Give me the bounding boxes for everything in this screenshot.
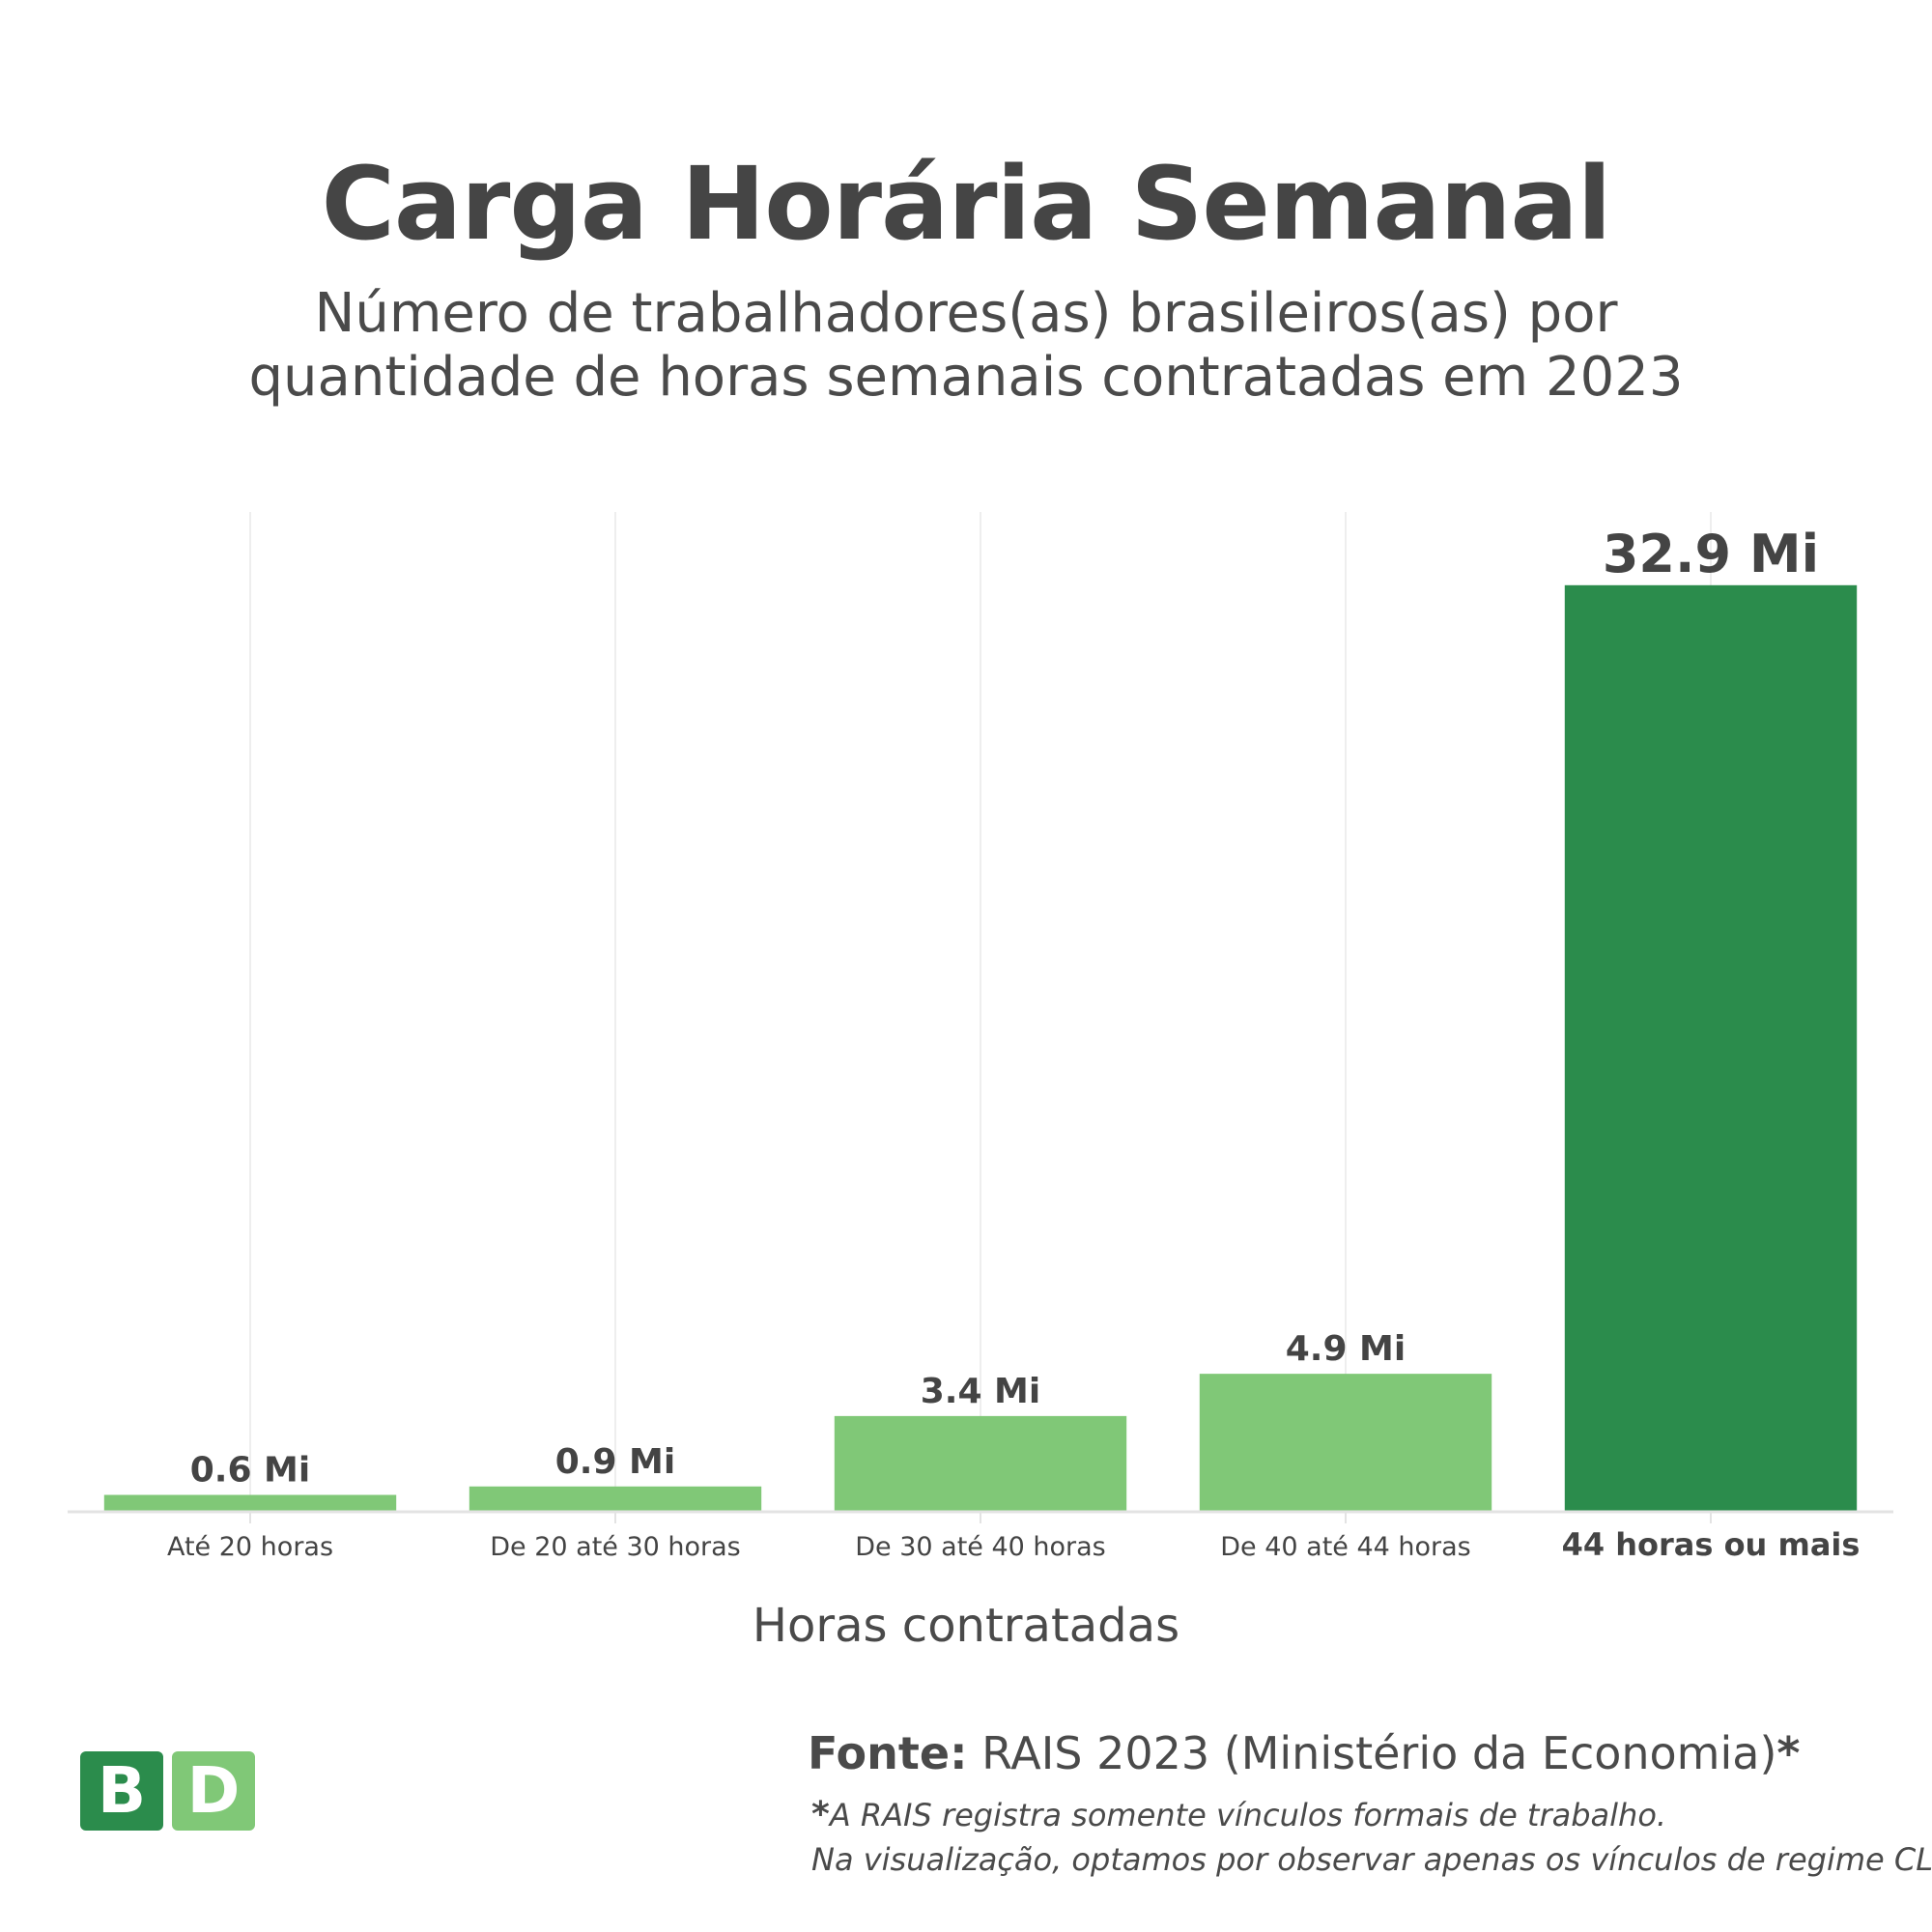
bar-5 [1564, 584, 1858, 1512]
bar-4 [1199, 1374, 1492, 1512]
x-tick-label-3: De 30 até 40 horas [855, 1532, 1106, 1562]
x-tick-label-5: 44 horas ou mais [1562, 1526, 1861, 1563]
source-line: Fonte: RAIS 2023 (Ministério da Economia… [808, 1727, 1800, 1779]
bar-2 [469, 1486, 762, 1512]
data-label-3: 3.4 Mi [921, 1372, 1040, 1411]
x-tick-label-2: De 20 até 30 horas [490, 1532, 741, 1562]
logo-d: D [172, 1751, 255, 1831]
footnote-line-2: Na visualização, optamos por observar ap… [811, 1841, 1932, 1878]
data-label-2: 0.9 Mi [555, 1442, 675, 1482]
footnote-text-1: A RAIS registra somente vínculos formais… [829, 1797, 1667, 1833]
data-label-4: 4.9 Mi [1286, 1329, 1406, 1369]
x-tick-label-1: Até 20 horas [167, 1532, 333, 1562]
bar-chart: 0.6 Mi Até 20 horas 0.9 Mi De 20 até 30 hor… [68, 512, 1893, 1563]
footnote-line-1: *A RAIS registra somente vínculos formai… [811, 1793, 1932, 1837]
source-label: Fonte: [808, 1727, 968, 1779]
subtitle-line-2: quantidade de horas semanais contratadas… [248, 346, 1684, 409]
chart-subtitle: Número de trabalhadores(as) brasileiros(… [0, 282, 1932, 410]
chart-title: Carga Horária Semanal [321, 145, 1612, 263]
source-star: * [1776, 1727, 1801, 1779]
footnote-star: * [811, 1795, 830, 1834]
footnote: *A RAIS registra somente vínculos formai… [811, 1793, 1932, 1882]
bar-1 [103, 1494, 397, 1512]
bar-3 [834, 1415, 1127, 1512]
logo-b: B [80, 1751, 163, 1831]
data-label-1: 0.6 Mi [190, 1451, 310, 1491]
subtitle-line-1: Número de trabalhadores(as) brasileiros(… [314, 282, 1618, 345]
x-tick-label-4: De 40 até 44 horas [1220, 1532, 1471, 1562]
x-axis-title: Horas contratadas [752, 1599, 1180, 1653]
source-text: RAIS 2023 (Ministério da Economia) [967, 1727, 1777, 1779]
data-label-5: 32.9 Mi [1603, 524, 1819, 584]
